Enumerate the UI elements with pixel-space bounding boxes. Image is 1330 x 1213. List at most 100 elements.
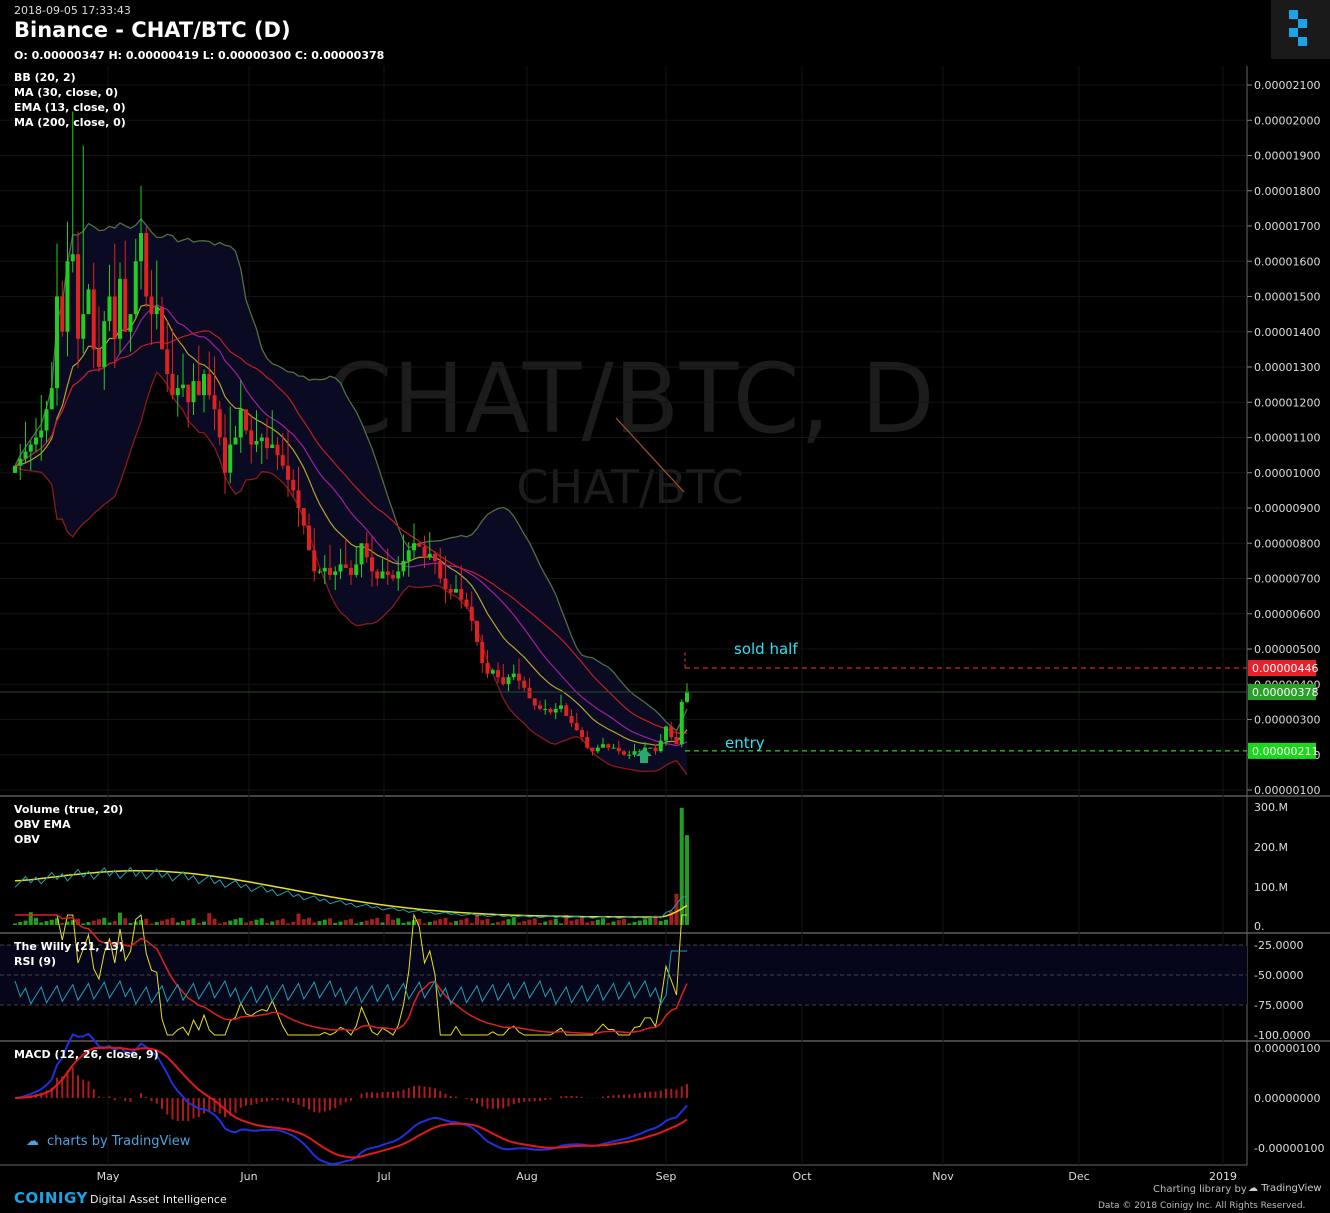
coinigy-brand[interactable]: COINIGY bbox=[14, 1189, 88, 1207]
volume-bar bbox=[443, 917, 448, 925]
willy-line bbox=[15, 913, 687, 1037]
candle-body bbox=[485, 663, 490, 674]
volume-bar bbox=[354, 923, 359, 925]
trend-line-drawing[interactable] bbox=[615, 417, 685, 493]
watermark-small: CHAT/BTC bbox=[516, 460, 743, 514]
legend-rsi[interactable]: RSI (9) bbox=[14, 955, 57, 968]
price-tick-label: 0.00001700 bbox=[1254, 220, 1320, 233]
volume-bar bbox=[648, 917, 653, 925]
volume-bar bbox=[643, 919, 647, 925]
candle-body bbox=[511, 673, 516, 678]
volume-bar bbox=[28, 912, 33, 925]
volume-bar bbox=[133, 921, 138, 925]
charts-by-tradingview[interactable]: ☁ charts by TradingView bbox=[26, 1134, 191, 1149]
rsi-indicator-legend: The Willy (21, 13) RSI (9) bbox=[14, 939, 124, 969]
macd-pane: 0.00000100 0.00000000 -0.00000100 bbox=[14, 1032, 1324, 1165]
legend-obv-ema[interactable]: OBV EMA bbox=[14, 818, 71, 831]
volume-bar bbox=[139, 920, 143, 925]
price-tick-label: 0.00000800 bbox=[1254, 537, 1320, 550]
candle-body bbox=[496, 670, 500, 678]
candle-body bbox=[160, 307, 164, 350]
candle-body bbox=[422, 546, 427, 558]
legend-bb[interactable]: BB (20, 2) bbox=[14, 71, 76, 84]
price-tick-label: 0.00001400 bbox=[1254, 326, 1320, 339]
candle-body bbox=[391, 574, 395, 579]
volume-bar bbox=[422, 923, 427, 925]
volume-bar bbox=[406, 921, 411, 925]
volume-bar bbox=[165, 919, 170, 925]
macd-tick-label: 0.00000000 bbox=[1254, 1092, 1320, 1105]
time-tick-label: Jun bbox=[239, 1170, 257, 1183]
candle-body bbox=[448, 589, 453, 593]
legend-obv[interactable]: OBV bbox=[14, 833, 40, 846]
candles bbox=[13, 111, 689, 759]
volume-bar bbox=[412, 920, 416, 925]
candle-body bbox=[664, 726, 668, 741]
willy-signal-line bbox=[15, 914, 688, 1035]
candle-body bbox=[580, 730, 584, 738]
tradingview-logo[interactable]: ☁ TradingView bbox=[1248, 1183, 1322, 1194]
candle-body bbox=[186, 384, 191, 403]
candle-body bbox=[165, 349, 170, 375]
volume-bar bbox=[102, 917, 107, 925]
candle-body bbox=[97, 349, 101, 367]
volume-bar bbox=[149, 923, 154, 925]
candle-body bbox=[338, 564, 343, 572]
volume-bar bbox=[527, 919, 532, 925]
volume-bar bbox=[585, 922, 590, 925]
volume-bar bbox=[44, 921, 49, 925]
volume-bar bbox=[632, 922, 637, 925]
candle-body bbox=[417, 543, 422, 547]
legend-ma30[interactable]: MA (30, close, 0) bbox=[14, 86, 119, 99]
candle-body bbox=[244, 409, 248, 431]
time-tick-label: Nov bbox=[932, 1170, 954, 1183]
volume-bar bbox=[280, 918, 285, 925]
entry-price-badge-bg bbox=[1248, 742, 1316, 759]
volume-bar bbox=[217, 923, 222, 925]
candle-body bbox=[28, 444, 33, 452]
volume-indicator-legend: Volume (true, 20) OBV EMA OBV bbox=[14, 802, 123, 847]
rsi-tick-label: -100.0000 bbox=[1254, 1029, 1310, 1042]
entry-arrow-icon bbox=[636, 748, 652, 763]
legend-volume[interactable]: Volume (true, 20) bbox=[14, 803, 124, 816]
candle-body bbox=[490, 670, 495, 674]
coinigy-logo-icon[interactable] bbox=[1271, 0, 1330, 59]
legend-macd[interactable]: MACD (12, 26, close, 9) bbox=[14, 1048, 159, 1061]
candle-body bbox=[627, 754, 632, 756]
volume-bar bbox=[569, 920, 574, 925]
volume-bar bbox=[160, 920, 164, 925]
volume-bar bbox=[664, 919, 668, 925]
price-tick-label: 0.00001600 bbox=[1254, 255, 1320, 268]
price-tick-label: 0.00002000 bbox=[1254, 114, 1320, 127]
volume-bar bbox=[312, 922, 317, 925]
time-tick-label: Sep bbox=[656, 1170, 677, 1183]
candle-body bbox=[196, 381, 201, 396]
legend-willy[interactable]: The Willy (21, 13) bbox=[14, 940, 124, 953]
volume-bar bbox=[91, 920, 96, 925]
volume-bar bbox=[97, 919, 101, 925]
volume-bar bbox=[233, 919, 238, 925]
volume-bar bbox=[322, 919, 327, 925]
candle-body bbox=[569, 715, 574, 724]
volume-bar bbox=[375, 917, 380, 925]
volume-bar bbox=[459, 919, 464, 925]
candle-body bbox=[622, 751, 626, 755]
volume-bar bbox=[223, 922, 227, 925]
volume-bar bbox=[76, 918, 80, 925]
volume-tick-label: 0. bbox=[1254, 920, 1265, 933]
candle-body bbox=[433, 553, 437, 561]
volume-bar bbox=[511, 917, 516, 925]
candle-body bbox=[112, 296, 117, 339]
price-tick-label: 0.00000700 bbox=[1254, 573, 1320, 586]
candle-body bbox=[123, 278, 128, 332]
candle-body bbox=[464, 599, 469, 607]
candle-body bbox=[76, 254, 80, 339]
rsi-tick-label: -25.0000 bbox=[1254, 939, 1303, 952]
legend-ma200[interactable]: MA (200, close, 0) bbox=[14, 116, 126, 129]
volume-bar bbox=[207, 913, 212, 925]
volume-bar bbox=[637, 920, 642, 925]
legend-ema13[interactable]: EMA (13, close, 0) bbox=[14, 101, 126, 114]
candle-body bbox=[443, 578, 448, 590]
sold-price-badge-bg bbox=[1248, 660, 1316, 677]
